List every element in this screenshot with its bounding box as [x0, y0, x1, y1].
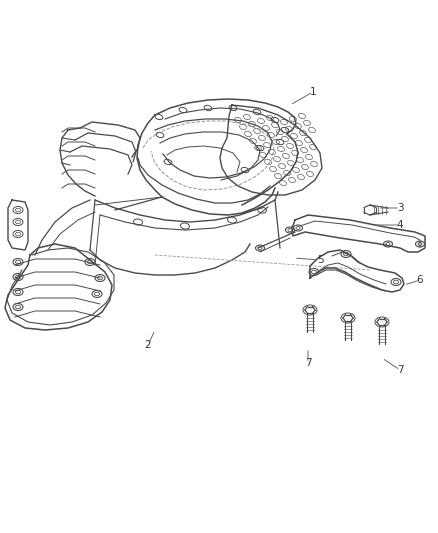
Text: 6: 6 — [417, 275, 423, 285]
Text: 7: 7 — [305, 358, 311, 368]
Text: 2: 2 — [145, 340, 151, 350]
Text: 3: 3 — [397, 203, 403, 213]
Text: 5: 5 — [317, 255, 323, 265]
Text: 1: 1 — [310, 87, 316, 97]
Text: 7: 7 — [397, 365, 403, 375]
Text: 4: 4 — [397, 220, 403, 230]
